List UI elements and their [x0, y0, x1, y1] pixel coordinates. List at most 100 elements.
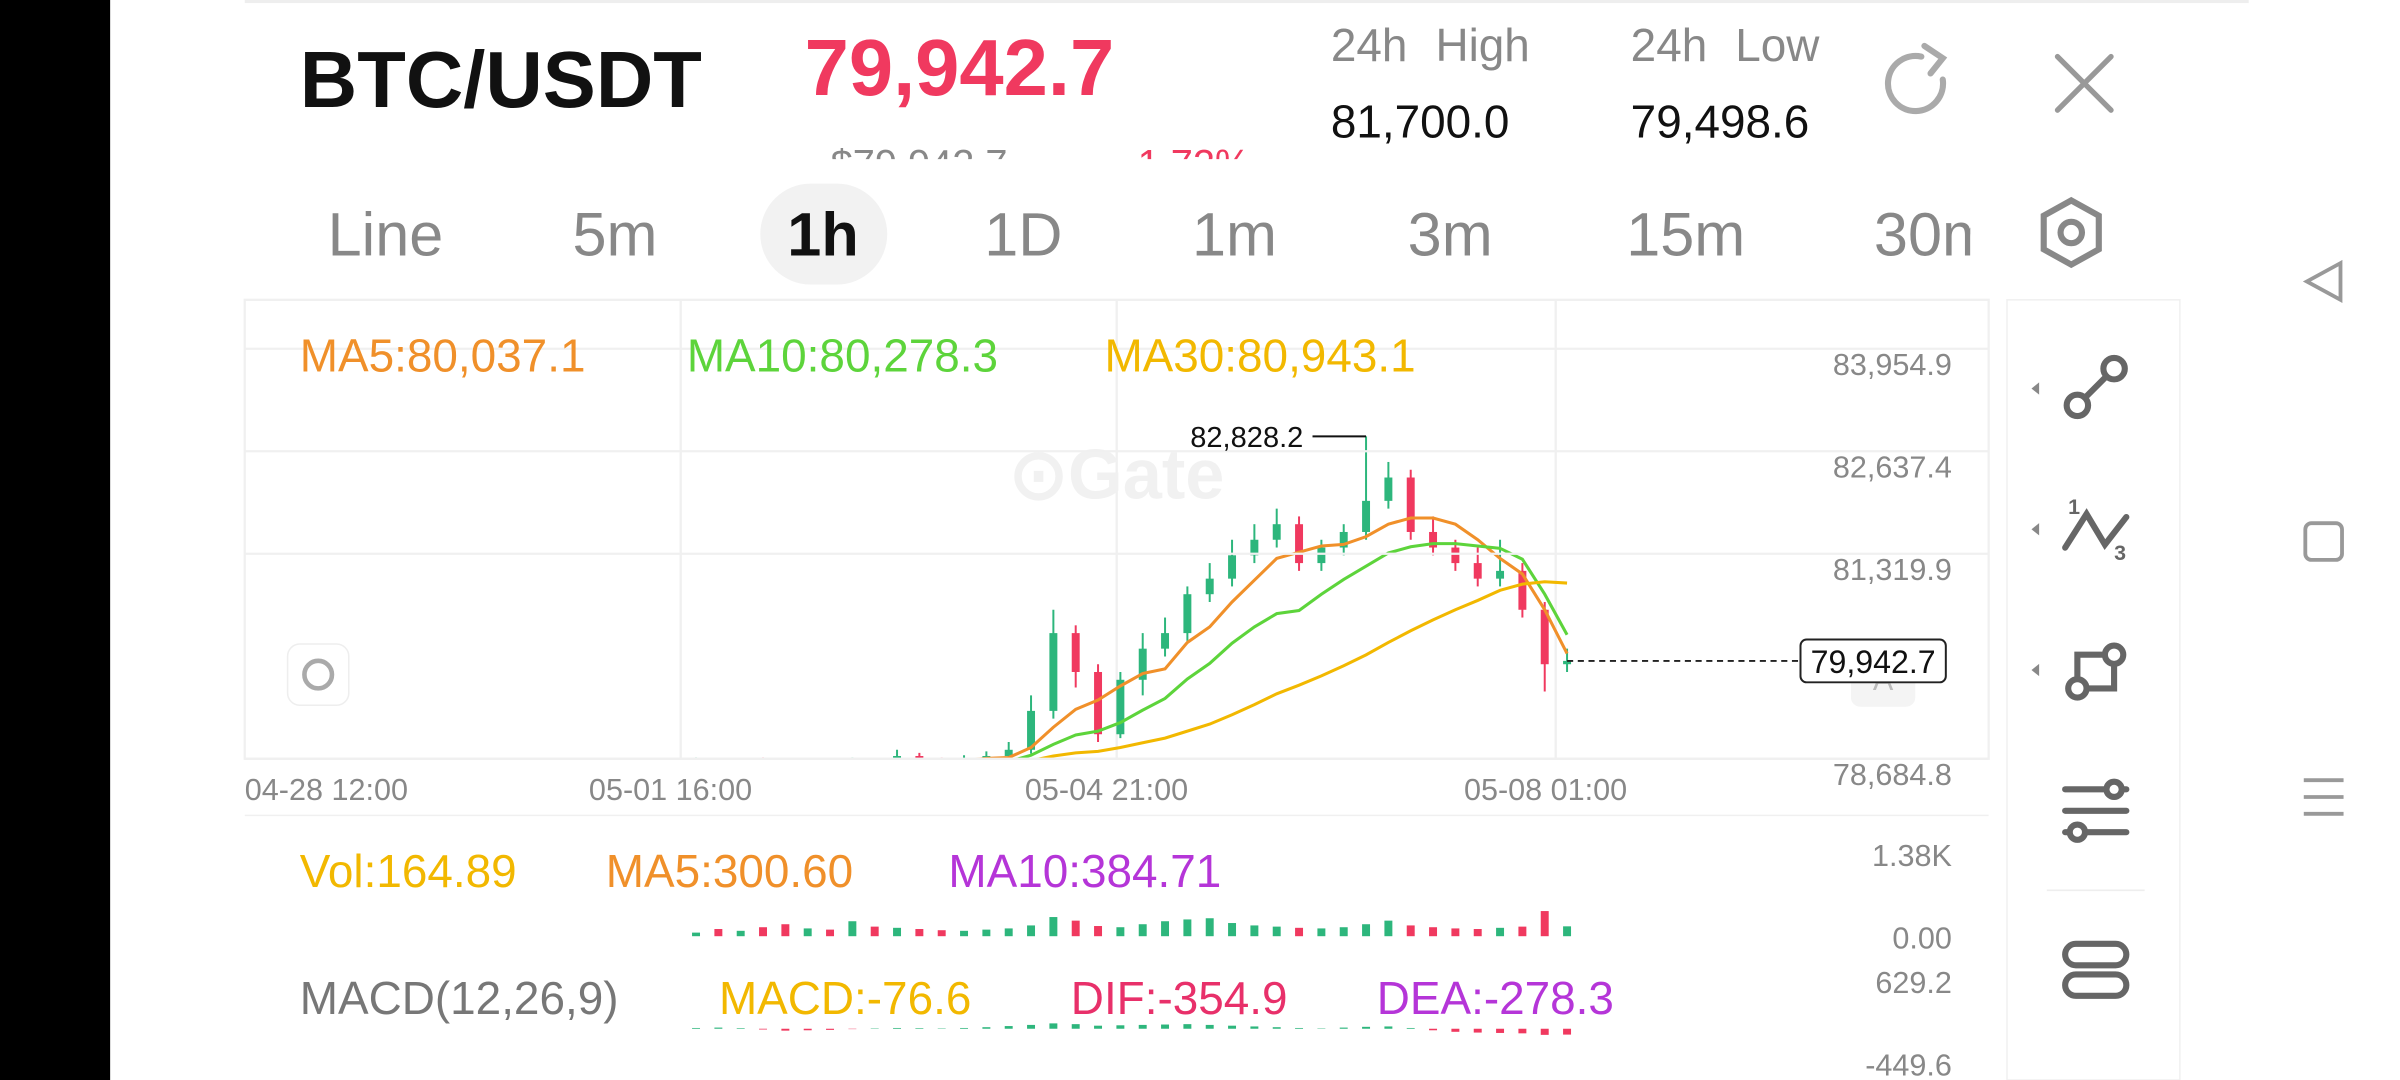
low-label: 24h Low: [1631, 19, 1821, 71]
sub-price: $79,942.7: [831, 142, 1008, 186]
tab[interactable]: 1m: [1192, 200, 1277, 268]
macd-bar: [714, 1027, 723, 1029]
macd-tick-label: 629.2: [1875, 966, 1952, 1000]
candle-body: [1518, 570, 1527, 610]
macd-bar: [781, 1028, 790, 1031]
rect-tool[interactable]: [2065, 642, 2127, 701]
macd-bar: [1518, 1028, 1527, 1034]
candle-body: [759, 762, 767, 765]
x-tick-label: 05-08 01:00: [1464, 773, 1627, 807]
vol-bar: [1228, 923, 1237, 937]
vol-bar: [893, 927, 902, 937]
macd-bar: [982, 1027, 991, 1029]
last-price-box: [1799, 638, 1947, 684]
vol-bar: [1094, 926, 1103, 937]
macd-legend: MACD(12,26,9): [300, 972, 619, 1024]
macd-bar: [1540, 1028, 1549, 1035]
top-edge: [244, 0, 2249, 4]
ma-legend: MA30:80,943.1: [1104, 330, 1415, 382]
vol-bar: [1362, 924, 1371, 937]
candle-body: [737, 762, 745, 767]
vol-bar: [1250, 925, 1259, 937]
macd-bar: [1563, 1028, 1572, 1035]
lines-tool[interactable]: [2062, 778, 2130, 843]
vol-bar: [870, 926, 879, 937]
tab[interactable]: Line: [328, 200, 444, 268]
vol-bar: [1406, 925, 1415, 937]
tab[interactable]: 3m: [1408, 200, 1493, 268]
macd-bar: [826, 1028, 835, 1030]
vol-bar: [1116, 927, 1125, 937]
vol-bar: [1473, 929, 1482, 937]
change: -1.72%: [1124, 142, 1250, 186]
candle-body: [1406, 477, 1415, 532]
candle-body: [826, 765, 834, 767]
vol-bar: [1027, 925, 1036, 937]
high-marker-label: 82,828.2: [1190, 422, 1303, 454]
candle-body: [1339, 531, 1348, 548]
refresh-icon[interactable]: [1884, 42, 1948, 115]
candle-body: [1183, 594, 1192, 634]
x-tick-label: 04-28 12:00: [245, 773, 408, 807]
vol-bar: [803, 928, 812, 937]
trendline-tool[interactable]: [2063, 354, 2128, 420]
vol-bar: [982, 929, 991, 937]
vol-bar: [1339, 927, 1348, 937]
candle-body: [1473, 563, 1482, 579]
macd-bar: [1116, 1025, 1125, 1029]
ma-legend: MA5:80,037.1: [300, 330, 586, 382]
vol-legend: Vol:164.89: [300, 845, 517, 897]
tab[interactable]: 30m: [1874, 200, 1993, 268]
vol-tick-label: 1.38K: [1872, 839, 1953, 873]
x-tick-label: 05-04 21:00: [1025, 773, 1188, 807]
candle-body: [848, 763, 856, 766]
macd-legend: DIF:-354.9: [1071, 972, 1288, 1024]
tab[interactable]: 1D: [984, 200, 1062, 268]
macd-bar: [1272, 1027, 1281, 1029]
vol-bar: [937, 930, 946, 937]
macd-bar: [1406, 1027, 1415, 1029]
macd-bar: [1183, 1024, 1192, 1029]
x-tick-label: 05-01 16:00: [589, 773, 752, 807]
vol-bar: [1317, 928, 1326, 937]
candle-body: [871, 763, 879, 765]
nav-back[interactable]: [2302, 259, 2343, 304]
macd-bar: [1339, 1027, 1348, 1029]
candle-body: [1004, 749, 1013, 757]
vol-bar: [1272, 926, 1281, 937]
last-price-label: 79,942.7: [1811, 644, 1936, 680]
nav-menu[interactable]: [2303, 778, 2344, 816]
candle-body: [1429, 531, 1438, 548]
candle-body: [1451, 547, 1460, 564]
drag-button[interactable]: [286, 643, 350, 706]
price: 79,942.7: [805, 23, 1115, 112]
candle-body: [804, 765, 812, 769]
candle-body: [1094, 671, 1103, 735]
ma-line: [1012, 542, 1569, 759]
tab[interactable]: 1h: [787, 200, 858, 268]
vol-bar: [1384, 920, 1393, 937]
y-tick-label: 78,684.8: [1833, 758, 1952, 792]
macd-bar: [1049, 1023, 1058, 1029]
wave-1: 1: [2068, 495, 2080, 519]
indicator-tool[interactable]: [2062, 940, 2130, 999]
macd-bar: [893, 1027, 902, 1029]
tab[interactable]: 15m: [1626, 200, 1745, 268]
vol-bar: [915, 929, 924, 937]
macd-bar: [1429, 1028, 1438, 1031]
ma-line: [1032, 580, 1568, 759]
close-icon[interactable]: [2054, 53, 2114, 113]
y-tick-label: 81,319.9: [1833, 553, 1952, 587]
vol-bar: [736, 930, 745, 937]
settings-icon[interactable]: [2040, 196, 2102, 269]
wave-tool[interactable]: [2062, 508, 2130, 551]
macd-bar: [1205, 1024, 1214, 1029]
candle-body: [781, 765, 789, 768]
macd-bar: [1451, 1028, 1460, 1032]
candle-body: [1138, 648, 1147, 680]
tab[interactable]: 5m: [572, 200, 657, 268]
nav-home[interactable]: [2303, 521, 2344, 562]
vol-bar: [1496, 927, 1505, 937]
vol-bar: [1295, 927, 1304, 937]
